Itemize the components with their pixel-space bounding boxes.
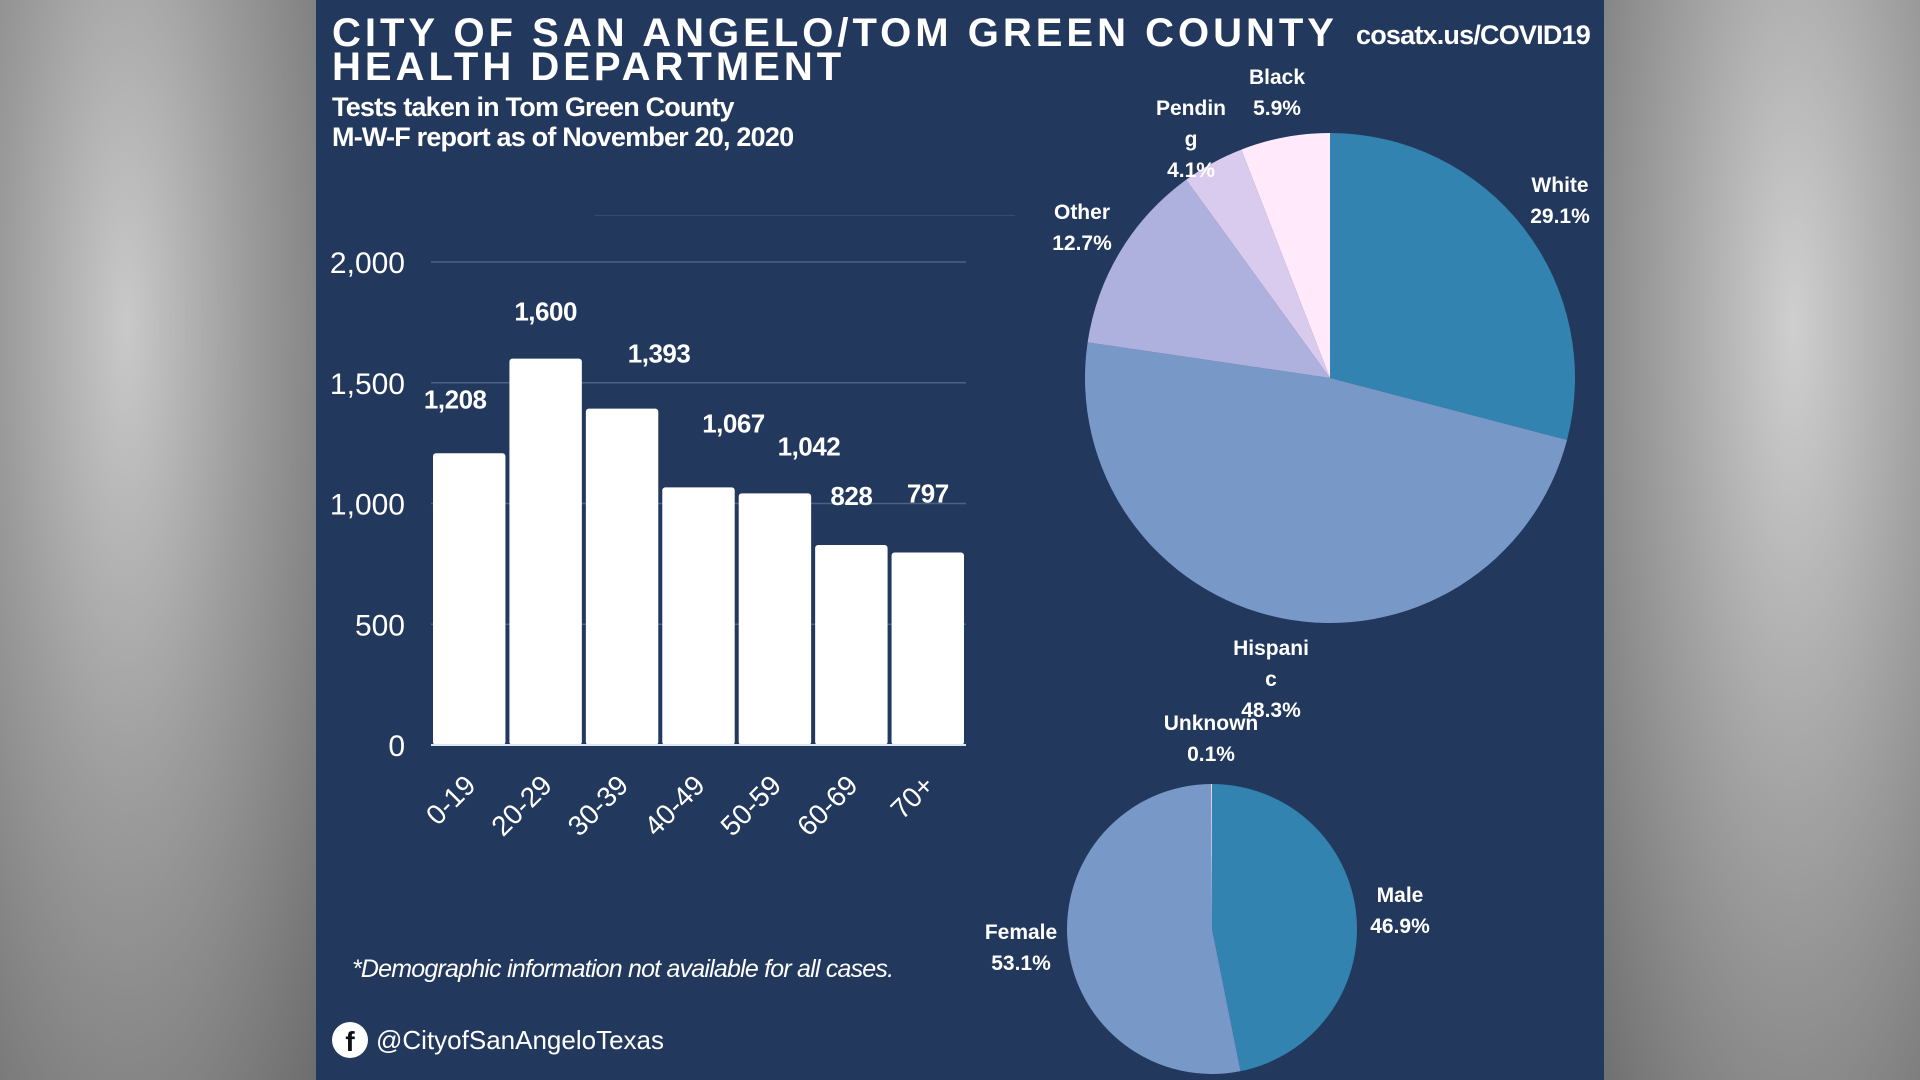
- x-tick-label: 60-69: [791, 769, 864, 842]
- pie-percent-label: 12.7%: [1052, 232, 1112, 255]
- pie-percent-label: 5.9%: [1253, 97, 1301, 120]
- subtitle: Tests taken in Tom Green County M-W-F re…: [332, 92, 794, 152]
- pie-category-label: Unknown: [1164, 712, 1259, 735]
- pie-category-label: Male: [1377, 884, 1424, 907]
- pie-slice-unknown: [1211, 784, 1212, 929]
- divider-line: [595, 215, 1015, 216]
- bar-value-label: 797: [907, 479, 949, 509]
- pie-slice-male: [1212, 784, 1357, 1072]
- pie-percent-label: 46.9%: [1370, 915, 1430, 938]
- x-tick-label: 40-49: [638, 769, 711, 842]
- bar: [662, 487, 735, 745]
- x-tick-label: 50-59: [715, 769, 788, 842]
- footnote: *Demographic information not available f…: [352, 955, 894, 983]
- x-tick-label: 70+: [885, 769, 941, 825]
- facebook-handle: f @CityofSanAngeloTexas: [332, 1022, 664, 1058]
- pie-slice-female: [1067, 784, 1241, 1074]
- pie-percent-label: 53.1%: [991, 952, 1051, 975]
- pie-category-label: c: [1265, 668, 1277, 691]
- pie-category-label: Pendin: [1156, 97, 1226, 120]
- x-tick-label: 0-19: [420, 769, 482, 831]
- pie-category-label: White: [1531, 174, 1588, 197]
- y-tick-label: 1,000: [330, 489, 405, 522]
- y-tick-label: 500: [355, 609, 405, 642]
- subtitle-line-1: Tests taken in Tom Green County: [332, 92, 735, 122]
- title-line-1: CITY OF SAN ANGELO/TOM GREEN COUNTY: [332, 11, 1338, 55]
- pie-percent-label: 4.1%: [1167, 159, 1215, 182]
- pie-category-label: g: [1185, 128, 1198, 151]
- bar: [585, 408, 659, 745]
- bar: [815, 545, 888, 745]
- pie-percent-label: 48.3%: [1241, 699, 1301, 722]
- bar-value-label: 1,067: [702, 408, 765, 438]
- x-tick-label: 20-29: [485, 769, 558, 842]
- bar-value-label: 1,208: [424, 384, 487, 414]
- pie-slice-black: [1241, 133, 1330, 378]
- blurred-background-left: [0, 0, 316, 1080]
- pie-category-label: Other: [1054, 201, 1110, 224]
- facebook-icon: f: [332, 1022, 368, 1058]
- y-tick-label: 0: [388, 730, 405, 763]
- title-line-2: HEALTH DEPARTMENT: [332, 45, 846, 89]
- subtitle-line-2: M-W-F report as of November 20, 2020: [332, 122, 794, 152]
- x-tick-label: 30-39: [562, 769, 635, 842]
- pie-slice-hispanic: [1085, 342, 1568, 623]
- facebook-handle-text: @CityofSanAngeloTexas: [376, 1024, 664, 1055]
- pie-category-label: Black: [1249, 66, 1305, 89]
- website-url: cosatx.us/COVID19: [1355, 20, 1591, 50]
- bar-value-label: 1,600: [514, 297, 577, 327]
- page-title: CITY OF SAN ANGELO/TOM GREEN COUNTY HEAL…: [332, 11, 1338, 89]
- y-tick-label: 1,500: [330, 368, 405, 401]
- pie-percent-label: 29.1%: [1530, 205, 1590, 228]
- bar-value-label: 828: [830, 481, 872, 511]
- bar: [891, 552, 964, 745]
- y-tick-label: 2,000: [330, 247, 405, 280]
- bar: [509, 358, 582, 745]
- pie-category-label: Female: [985, 921, 1057, 944]
- pie-slice-other: [1087, 179, 1330, 378]
- bar: [433, 453, 506, 745]
- bar: [738, 493, 812, 745]
- pie-percent-label: 0.1%: [1187, 743, 1235, 766]
- pie-slice-white: [1330, 133, 1576, 440]
- blurred-background-right: [1604, 0, 1920, 1080]
- bar-value-label: 1,393: [628, 339, 691, 369]
- pie-slice-pending: [1186, 149, 1330, 378]
- pie-category-label: Hispani: [1233, 637, 1309, 660]
- bar-value-label: 1,042: [778, 431, 841, 461]
